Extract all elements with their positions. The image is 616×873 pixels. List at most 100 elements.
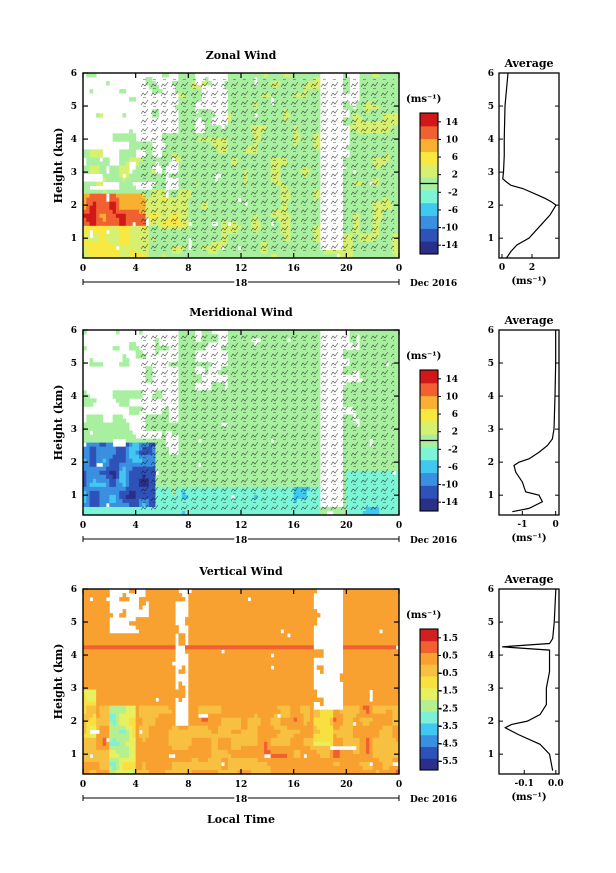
heatmap-cell	[132, 133, 137, 138]
heatmap-cell	[92, 494, 97, 500]
heatmap-cell	[115, 466, 120, 472]
heatmap-cell	[234, 510, 239, 516]
colorbar-segment	[420, 113, 438, 127]
heatmap-cell	[92, 157, 97, 162]
heatmap-cell	[115, 390, 120, 395]
heatmap-cell	[237, 253, 242, 259]
heatmap-cell	[96, 229, 100, 235]
heatmap-cell	[132, 249, 137, 255]
heatmap-cell	[99, 201, 104, 207]
heatmap-cell	[135, 217, 140, 223]
heatmap-cell	[125, 157, 130, 162]
heatmap-cell	[112, 450, 117, 456]
heatmap-cell	[138, 253, 143, 259]
heatmap-cell	[270, 253, 275, 259]
heatmap-cell	[86, 434, 90, 439]
heatmap-cell	[221, 253, 225, 259]
heatmap-cell	[96, 181, 100, 187]
heatmap-cell	[115, 225, 120, 231]
heatmap-cell	[395, 145, 400, 150]
heatmap-cell	[109, 177, 114, 182]
heatmap-cell	[392, 133, 397, 138]
heatmap-cell	[92, 205, 97, 211]
heatmap-cell	[122, 490, 127, 496]
heatmap-cell	[106, 241, 110, 247]
heatmap-cell	[86, 502, 90, 508]
heatmap-cell	[119, 454, 123, 460]
heatmap-cell	[273, 253, 278, 259]
heatmap-cell	[83, 181, 87, 187]
heatmap-cell	[83, 422, 87, 427]
colorbar-segment	[420, 151, 438, 165]
heatmap-cell	[129, 410, 133, 415]
heatmap-cell	[122, 422, 127, 427]
heatmap-cell	[392, 229, 397, 235]
heatmap-cell	[194, 253, 199, 259]
heatmap-cell	[165, 253, 169, 259]
heatmap-cell	[86, 450, 90, 456]
heatmap-cell	[83, 249, 87, 255]
heatmap-cell	[112, 346, 117, 351]
heatmap-cell	[112, 201, 117, 207]
heatmap-cell	[119, 498, 123, 504]
heatmap-cell	[112, 229, 117, 235]
heatmap-cell	[132, 169, 137, 174]
heatmap-cell	[392, 193, 397, 199]
heatmap-cell	[129, 233, 133, 239]
heatmap-cell	[86, 422, 90, 427]
heatmap-cell	[83, 245, 87, 251]
y-tick-label: 2	[71, 201, 77, 211]
heatmap-cell	[102, 213, 107, 219]
heatmap-cell	[99, 466, 104, 472]
heatmap-cell	[303, 253, 308, 259]
heatmap-cell	[135, 446, 140, 452]
heatmap-cell	[119, 185, 123, 191]
heatmap-cell	[115, 229, 120, 235]
average-y-tick-label: 3	[488, 168, 494, 178]
heatmap-cell	[102, 169, 107, 174]
heatmap-cell	[395, 173, 400, 178]
heatmap-cell	[106, 217, 110, 223]
heatmap-cell	[96, 362, 100, 367]
heatmap-cell	[92, 510, 97, 516]
heatmap-cell	[96, 486, 100, 492]
heatmap-cell	[119, 502, 123, 508]
heatmap-cell	[89, 209, 94, 215]
heatmap-cell	[112, 498, 117, 504]
heatmap-cell	[122, 354, 127, 359]
heatmap-cell	[115, 474, 120, 480]
heatmap-cell	[392, 233, 397, 239]
heatmap-cell	[247, 253, 252, 259]
heatmap-cell	[122, 169, 127, 174]
y-axis-label: Height (km)	[52, 128, 65, 204]
heatmap-cell	[273, 73, 278, 78]
heatmap-cell	[122, 197, 127, 203]
heatmap-cell	[92, 213, 97, 219]
heatmap-cell	[122, 209, 127, 215]
heatmap-cell	[99, 506, 104, 512]
heatmap-cell	[122, 398, 127, 403]
heatmap-cell	[257, 73, 262, 78]
x-tick-label: 0	[396, 264, 402, 274]
heatmap-cell	[132, 213, 137, 219]
heatmap-cell	[96, 490, 100, 496]
heatmap-cell	[392, 153, 397, 158]
heatmap-cell	[96, 506, 100, 512]
heatmap-cell	[86, 458, 90, 464]
heatmap-cell	[277, 73, 281, 78]
heatmap-cell	[106, 454, 110, 460]
heatmap-cell	[270, 73, 275, 78]
heatmap-cell	[106, 209, 110, 215]
heatmap-cell	[86, 498, 90, 504]
heatmap-cell	[96, 225, 100, 231]
heatmap-cell	[135, 450, 140, 456]
heatmap-cell	[395, 233, 400, 239]
heatmap-cell	[92, 454, 97, 460]
heatmap-cell	[83, 434, 87, 439]
heatmap-cell	[102, 241, 107, 247]
heatmap-cell	[395, 181, 400, 187]
heatmap-cell	[99, 438, 104, 444]
heatmap-cell	[112, 390, 117, 395]
heatmap-cell	[277, 253, 281, 259]
heatmap-cell	[89, 506, 94, 512]
